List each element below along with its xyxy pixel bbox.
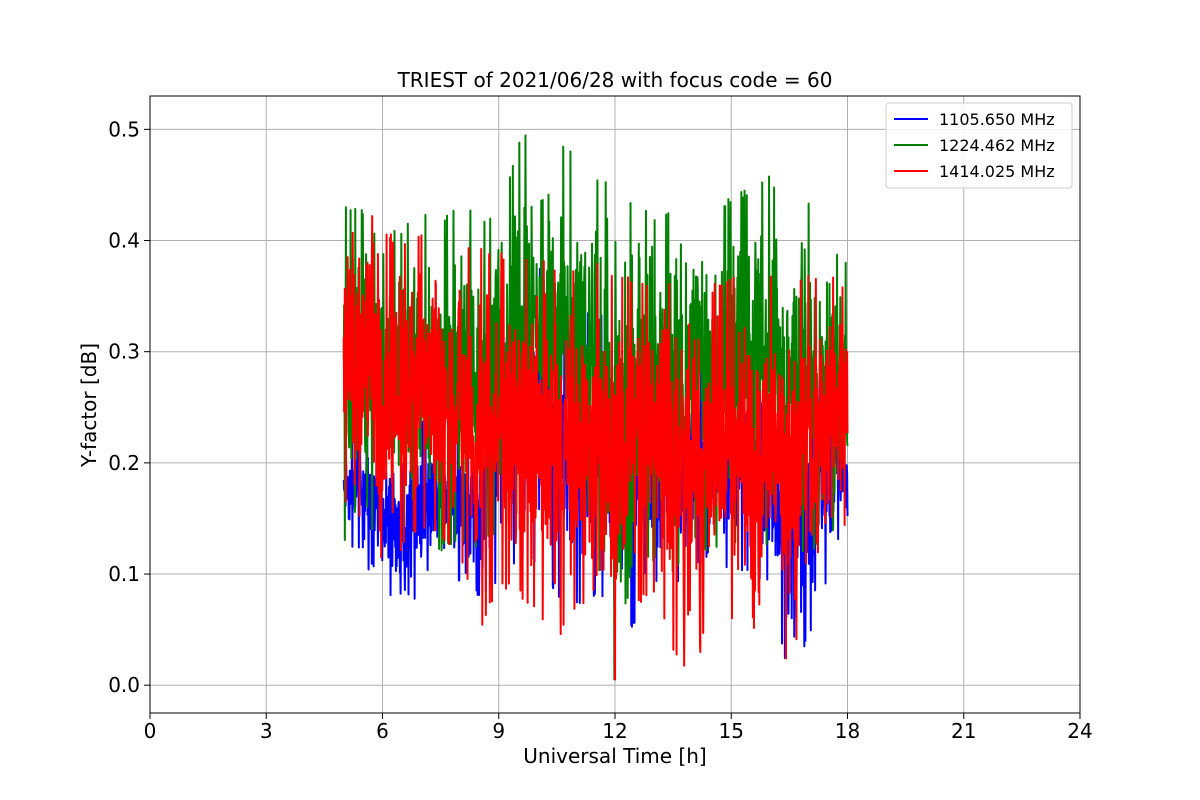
x-tick-label: 3 — [260, 719, 273, 743]
axis-ticks: 0 3 6 9 12 15 18 21 24 0.0 0.1 0.2 0.3 0.4 0.5 — [108, 117, 1093, 743]
legend-label: 1414.025 MHz — [939, 162, 1055, 181]
x-tick-label: 15 — [719, 719, 744, 743]
x-tick-label: 6 — [376, 719, 389, 743]
y-axis-label: Y-factor [dB] — [77, 343, 101, 468]
x-tick-label: 0 — [144, 719, 157, 743]
x-tick-label: 9 — [492, 719, 505, 743]
plot-series — [342, 134, 849, 681]
y-tick-label: 0.2 — [108, 451, 140, 475]
x-tick-label: 12 — [602, 719, 627, 743]
x-axis-label: Universal Time [h] — [523, 744, 706, 768]
legend-box — [885, 102, 1073, 189]
y-tick-label: 0.0 — [108, 673, 140, 697]
y-tick-label: 0.1 — [108, 562, 140, 586]
y-tick-label: 0.3 — [108, 340, 140, 364]
x-tick-label: 24 — [1067, 719, 1092, 743]
x-tick-label: 18 — [835, 719, 860, 743]
series-line — [342, 215, 849, 681]
y-tick-label: 0.4 — [108, 229, 140, 253]
legend-label: 1105.650 MHz — [939, 110, 1055, 129]
x-tick-label: 21 — [951, 719, 976, 743]
legend-label: 1224.462 MHz — [939, 136, 1055, 155]
y-tick-label: 0.5 — [108, 117, 140, 141]
legend: 1105.650 MHz 1224.462 MHz 1414.025 MHz — [885, 102, 1073, 189]
chart-title: TRIEST of 2021/06/28 with focus code = 6… — [397, 68, 833, 92]
